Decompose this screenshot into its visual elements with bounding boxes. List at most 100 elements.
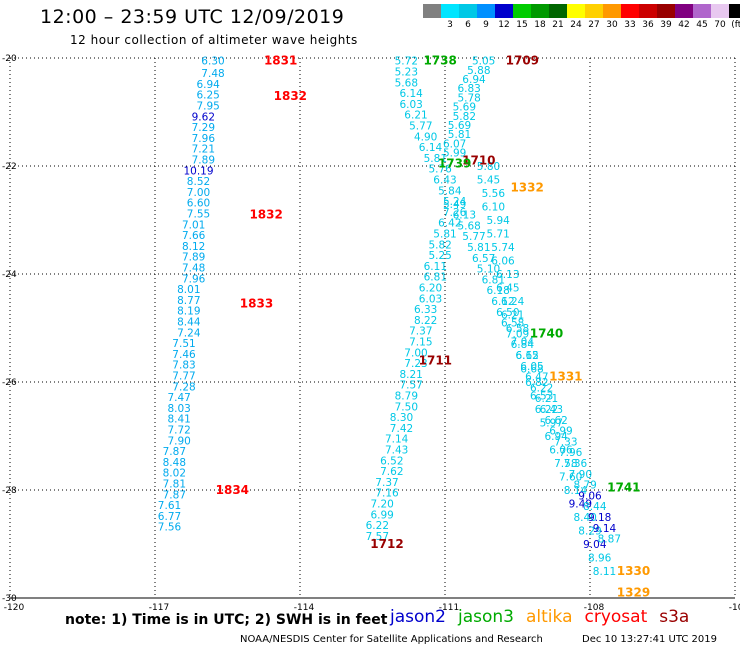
wave-height-label: 5.71 — [486, 229, 509, 241]
wave-height-label: 7.57 — [399, 380, 422, 392]
legend-label: 3 — [447, 20, 453, 30]
legend-label: 24 — [570, 20, 582, 30]
wave-height-label: 6.58 — [501, 318, 524, 330]
legend-swatch — [423, 4, 441, 18]
legend-swatch — [495, 4, 513, 18]
wave-height-label: 7.00 — [187, 187, 210, 199]
pass-time-label: 1741 — [607, 480, 640, 494]
wave-height-label: 6.33 — [414, 304, 437, 316]
wave-height-label: 6.42 — [438, 218, 461, 230]
satellite-name: cryosat — [584, 607, 648, 627]
wave-height-label: 8.44 — [177, 317, 201, 329]
wave-height-label: 8.44 — [583, 501, 607, 513]
wave-height-label: 7.89 — [192, 155, 215, 167]
wave-height-label: 5.25 — [428, 250, 451, 262]
data-labels: 6.307.486.946.257.959.627.297.967.217.89… — [158, 56, 621, 578]
wave-height-label: 6.22 — [530, 382, 553, 394]
wave-height-label: 7.21 — [192, 144, 215, 156]
y-tick-label: -20 — [2, 54, 17, 64]
wave-height-label: 5.56 — [482, 188, 506, 200]
wave-height-label: 9.14 — [593, 523, 617, 535]
y-tick-label: -24 — [2, 270, 17, 280]
wave-height-label: 8.11 — [593, 566, 616, 578]
wave-height-label: 5.82 — [428, 239, 451, 251]
wave-height-label: 6.05 — [520, 361, 543, 373]
wave-height-label: 7.04 — [511, 337, 535, 349]
wave-height-label: 7.55 — [187, 209, 210, 221]
wave-height-label: 6.22 — [366, 520, 389, 532]
wave-height-label: 5.94 — [486, 215, 510, 227]
page-title: 12:00 – 23:59 UTC 12/09/2019 — [40, 6, 345, 28]
wave-height-label: 6.53 — [530, 391, 553, 403]
wave-height-label: 6.21 — [535, 393, 558, 405]
wave-height-label: 5.81 — [424, 153, 447, 165]
legend-label: 21 — [552, 20, 564, 30]
wave-height-label: 6.10 — [482, 202, 505, 214]
pass-time-label: 1710 — [462, 154, 495, 168]
wave-height-label: 8.41 — [167, 414, 190, 426]
wave-height-label: 6.21 — [404, 110, 427, 122]
wave-height-label: 7.20 — [370, 499, 393, 511]
legend-label: 70 — [714, 20, 726, 30]
pass-time-label: 1832 — [274, 89, 307, 103]
wave-height-label: 6.62 — [544, 415, 567, 427]
wave-height-label: 7.58 — [554, 458, 577, 470]
wave-height-label: 5.10 — [477, 264, 500, 276]
wave-height-label: 7.62 — [380, 466, 403, 478]
wave-height-label: 9.62 — [192, 111, 215, 123]
wave-height-label: 7.96 — [559, 447, 583, 459]
page-subtitle: 12 hour collection of altimeter wave hei… — [70, 33, 358, 47]
wave-height-label: 7.50 — [395, 401, 418, 413]
legend-swatch — [459, 4, 477, 18]
pass-time-label: 1330 — [617, 564, 650, 578]
footer-timestamp: Dec 10 13:27:41 UTC 2019 — [582, 634, 717, 645]
wave-height-label: 7.96 — [182, 273, 206, 285]
x-tick-label: -111 — [439, 603, 459, 613]
legend-swatch — [567, 4, 585, 18]
wave-height-label: 6.81 — [424, 272, 447, 284]
x-tick-label: -117 — [149, 603, 169, 613]
legend-label: 18 — [534, 20, 546, 30]
wave-height-label: 7.51 — [172, 338, 195, 350]
wave-height-label: 6.47 — [525, 372, 548, 384]
wave-height-label: 6.99 — [370, 509, 393, 521]
satellite-name: jason2 — [390, 607, 446, 627]
y-tick-label: -28 — [2, 486, 17, 496]
legend-swatch — [711, 4, 729, 18]
wave-height-label: 8.30 — [390, 412, 413, 424]
legend-swatch — [621, 4, 639, 18]
legend-label: 15 — [516, 20, 528, 30]
wave-height-label: 7.66 — [182, 230, 206, 242]
wave-height-label: 6.99 — [549, 426, 572, 438]
legend-swatch — [657, 4, 675, 18]
wave-height-label: 5.80 — [477, 161, 500, 173]
wave-height-label: 6.03 — [399, 99, 422, 111]
wave-height-label: 8.79 — [573, 480, 596, 492]
wave-height-label: 5.88 — [467, 65, 490, 77]
wave-height-label: 7.81 — [163, 479, 186, 491]
wave-height-label: 8.21 — [399, 369, 422, 381]
wave-height-label: 6.65 — [515, 350, 538, 362]
legend-swatch — [513, 4, 531, 18]
legend-label: 6 — [465, 20, 471, 30]
wave-height-label: 7.33 — [554, 436, 577, 448]
wave-height-label: 7.89 — [182, 252, 205, 264]
wave-height-label: 7.77 — [172, 371, 195, 383]
wave-height-label: 5.99 — [443, 148, 466, 160]
wave-height-label: 6.25 — [196, 90, 219, 102]
wave-height-label: 7.83 — [172, 360, 195, 372]
wave-height-label: 8.03 — [167, 403, 190, 415]
pass-time-label: 1711 — [419, 353, 452, 367]
wave-height-label: 5.77 — [409, 121, 432, 133]
wave-height-label: 5.97 — [540, 418, 563, 430]
wave-height-label: 7.01 — [182, 219, 205, 231]
legend-swatch — [675, 4, 693, 18]
satellite-name: s3a — [659, 607, 690, 627]
wave-height-label: 6.06 — [491, 256, 515, 268]
wave-height-label: 6.58 — [506, 323, 529, 335]
wave-height-label: 6.57 — [472, 253, 495, 265]
wave-height-label: 6.94 — [196, 79, 220, 91]
